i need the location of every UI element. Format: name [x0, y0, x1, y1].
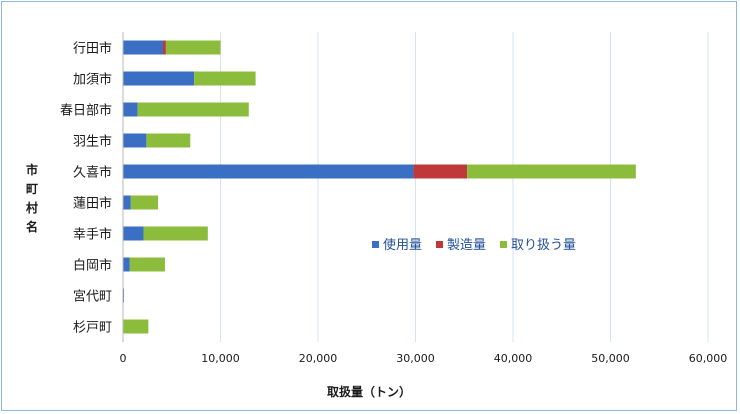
bar-segment: [123, 257, 130, 272]
bar-segment: [143, 226, 208, 241]
legend: 使用量 製造量 取り扱う量: [372, 237, 576, 253]
y-axis-title-char: 名: [26, 219, 38, 234]
category-label: 白岡市: [73, 258, 112, 274]
bar-segment: [137, 102, 249, 117]
category-label: 蓮田市: [73, 196, 112, 212]
x-tick-labels: 0 10,000 20,000 30,000 40,000 50,000 60,000: [120, 352, 728, 365]
bar-segment: [123, 40, 163, 55]
legend-swatch: [500, 241, 507, 248]
gridlines: [220, 32, 709, 342]
bar-segment: [194, 71, 256, 86]
x-tick-label: 50,000: [591, 352, 630, 365]
bar-segment: [129, 257, 165, 272]
bar-segment: [123, 102, 138, 117]
x-tick-label: 10,000: [201, 352, 240, 365]
bar-segment: [123, 133, 147, 148]
category-label: 宮代町: [73, 289, 112, 305]
category-label: 羽生市: [73, 134, 112, 150]
bar-segment: [123, 164, 414, 179]
bar-segment: [165, 40, 221, 55]
bar-segment: [123, 226, 144, 241]
y-axis-title-char: 村: [26, 200, 38, 215]
bars: [123, 40, 636, 334]
bar-segment: [130, 195, 159, 210]
x-tick-label: 30,000: [396, 352, 435, 365]
legend-label: 使用量: [383, 237, 422, 253]
legend-label: 製造量: [447, 238, 486, 253]
bar-segment: [162, 40, 166, 55]
category-label: 行田市: [73, 41, 112, 57]
x-tick-label: 20,000: [299, 352, 338, 365]
category-label: 加須市: [73, 72, 112, 88]
bar-segment: [123, 71, 195, 86]
bar-segment: [146, 133, 191, 148]
bar-segment: [123, 319, 149, 334]
y-axis-title-char: 市: [26, 162, 38, 177]
y-axis-title-char: 町: [26, 182, 38, 196]
x-tick-label: 0: [120, 352, 127, 365]
x-tick-label: 60,000: [689, 352, 728, 365]
legend-swatch: [372, 241, 379, 248]
category-label: 春日部市: [60, 103, 112, 119]
category-label: 杉戸町: [73, 321, 112, 336]
bar-segment: [123, 195, 131, 210]
x-axis-title: 取扱量（トン）: [327, 384, 411, 399]
legend-label: 取り扱う量: [511, 238, 576, 253]
category-label: 久喜市: [73, 165, 112, 181]
legend-swatch: [436, 241, 443, 248]
x-tick-label: 40,000: [494, 352, 533, 365]
category-label: 幸手市: [73, 227, 112, 243]
bar-segment: [413, 164, 468, 179]
bar-segment: [467, 164, 636, 179]
